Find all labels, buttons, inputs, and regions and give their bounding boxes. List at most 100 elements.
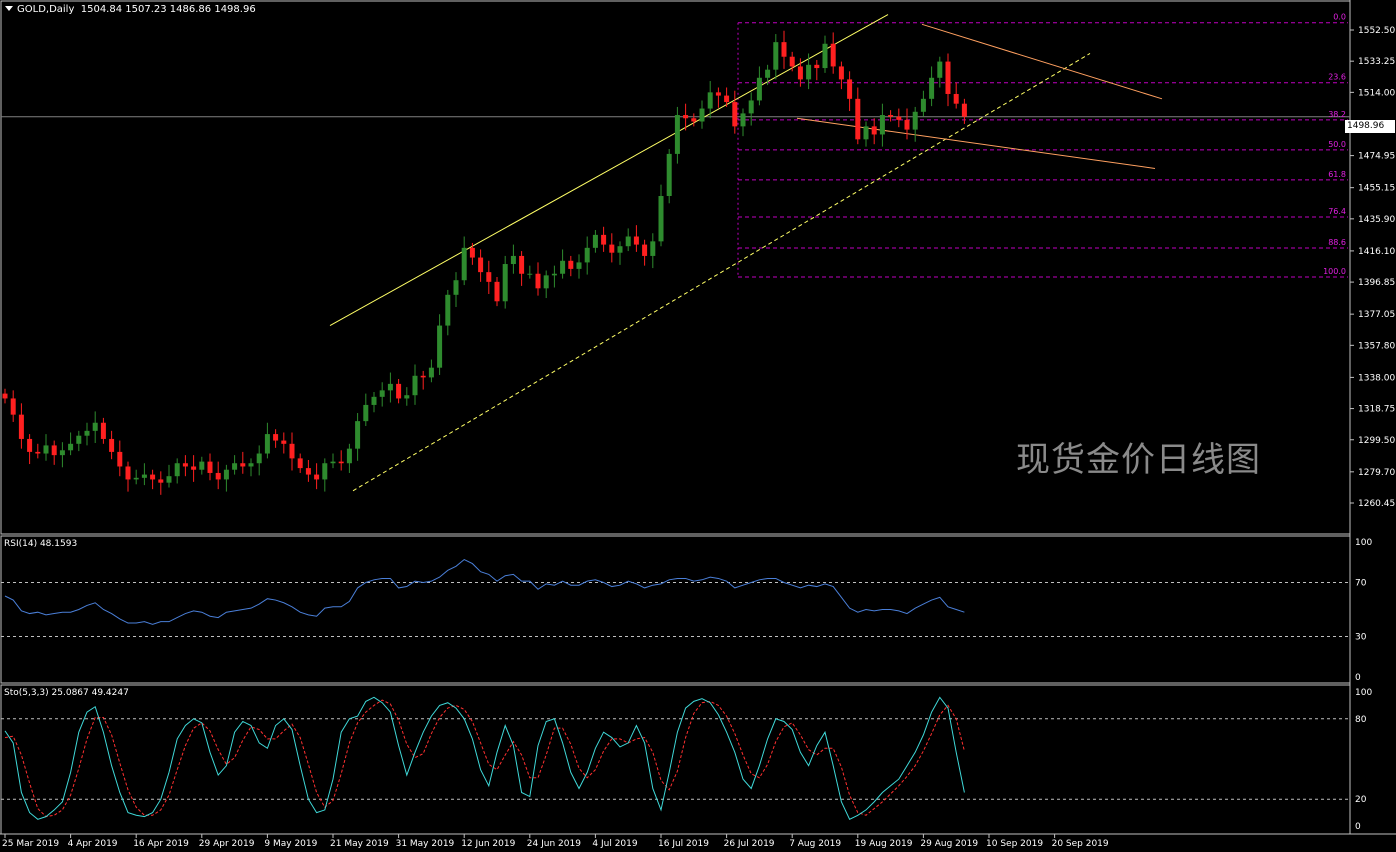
time-tick-label: 29 Apr 2019: [199, 839, 255, 849]
candle: [519, 251, 525, 286]
candle-body: [2, 393, 8, 399]
candle: [912, 106, 918, 142]
dropdown-triangle-icon[interactable]: [5, 6, 13, 11]
candle: [592, 230, 598, 253]
candle: [2, 388, 8, 404]
candle-body: [387, 383, 393, 391]
candle-body: [543, 275, 549, 289]
candle: [10, 390, 16, 422]
candle: [535, 262, 541, 296]
time-tick-label: 12 Jun 2019: [461, 839, 515, 849]
candle-body: [748, 100, 754, 114]
candle-body: [68, 443, 74, 451]
candle-body: [601, 234, 607, 245]
time-tick-label: 20 Sep 2019: [1052, 839, 1109, 849]
fib-level-label: 61.8: [1328, 170, 1346, 179]
candle: [576, 254, 582, 279]
rsi-tick-label: 0: [1355, 673, 1361, 683]
candle-body: [871, 126, 877, 135]
candle-body: [560, 260, 566, 274]
watermark-text: 现货金价日线图: [1016, 440, 1261, 480]
wedge-lower-line: [796, 117, 1156, 169]
candle: [691, 113, 697, 127]
rsi-label: RSI(14) 48.1593: [4, 539, 78, 549]
candle-body: [838, 66, 844, 80]
candle: [27, 434, 33, 465]
candle: [904, 108, 910, 140]
candle-body: [371, 396, 377, 405]
candlestick-series: [2, 30, 967, 495]
candle-body: [150, 474, 156, 480]
candle: [879, 103, 885, 147]
candle: [68, 432, 74, 456]
candle: [158, 471, 164, 495]
candle-body: [494, 281, 500, 302]
candle: [387, 372, 393, 403]
candle: [76, 430, 82, 452]
candle-body: [740, 113, 746, 127]
candle: [273, 429, 279, 448]
candle-body: [510, 255, 516, 265]
price-tick-label: 1260.45: [1358, 499, 1395, 509]
candle: [469, 242, 475, 265]
price-tick-label: 1377.05: [1358, 310, 1395, 320]
candle: [51, 440, 57, 465]
candle-body: [338, 461, 344, 464]
candle: [740, 108, 746, 137]
candle: [125, 461, 131, 492]
fib-level-label: 38.2: [1328, 110, 1346, 119]
candle-body: [305, 468, 311, 475]
candle: [822, 35, 828, 73]
fib-level-label: 88.6: [1328, 238, 1346, 247]
candle-body: [797, 66, 803, 80]
candle-body: [84, 430, 90, 436]
fib-level-label: 100.0: [1323, 267, 1346, 276]
candle-body: [592, 234, 598, 248]
candle-body: [51, 445, 57, 456]
candle-body: [207, 461, 213, 473]
candle-body: [961, 103, 967, 117]
candle-body: [355, 421, 361, 449]
candle: [240, 451, 246, 474]
candle-body: [18, 414, 24, 439]
candle: [683, 103, 689, 131]
candle-body: [256, 453, 262, 464]
candle-body: [519, 255, 525, 274]
candle-body: [609, 244, 615, 253]
candle: [314, 463, 320, 490]
rsi-tick-label: 100: [1355, 538, 1372, 548]
candle-body: [428, 367, 434, 378]
candle-body: [568, 260, 574, 269]
candle: [182, 455, 188, 477]
candle-body: [551, 273, 557, 276]
candle-body: [109, 438, 115, 452]
candle-body: [674, 115, 680, 154]
ohlc-values: 1504.84 1507.23 1486.86 1498.96: [80, 4, 256, 15]
candle-body: [929, 77, 935, 99]
candle: [699, 100, 705, 129]
candle: [150, 469, 156, 490]
sto-tick-label: 100: [1355, 688, 1372, 698]
candle: [232, 455, 238, 475]
current-price-label: 1498.96: [1345, 120, 1395, 133]
candle: [256, 445, 262, 476]
candle-body: [100, 422, 106, 439]
panel-frame: [0, 684, 1351, 835]
time-tick-label: 16 Apr 2019: [133, 839, 189, 849]
candle: [437, 314, 443, 375]
candle-body: [691, 118, 697, 122]
candle-body: [888, 115, 894, 117]
time-tick-label: 24 Jun 2019: [527, 839, 581, 849]
candle: [478, 249, 484, 282]
candle-body: [223, 469, 229, 480]
trend-lines: [329, 14, 1163, 492]
candle-body: [346, 448, 352, 464]
candle: [633, 225, 639, 252]
candle-body: [756, 77, 762, 101]
candle: [756, 66, 762, 106]
candle-body: [806, 64, 812, 80]
candle: [207, 453, 213, 481]
price-tick-label: 1455.15: [1358, 184, 1395, 194]
